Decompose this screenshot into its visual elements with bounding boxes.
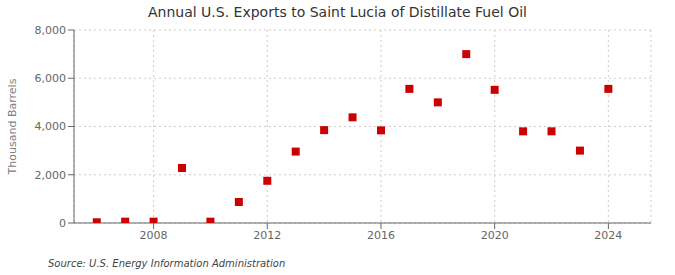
svg-text:8,000: 8,000 [35,24,67,37]
html-text:Annual U.S. Exports to Saint L: Annual U.S. Exports to Saint Lucia of Di… [148,4,527,20]
svg-text:4,000: 4,000 [35,120,67,133]
svg-text:2024: 2024 [594,229,622,242]
svg-text:2008: 2008 [140,229,168,242]
html-text:Source: U.S. Energy Informatio: Source: U.S. Energy Information Administ… [48,258,286,269]
svg-text:2020: 2020 [481,229,509,242]
svg-text:2012: 2012 [253,229,281,242]
svg-text:6,000: 6,000 [35,72,67,85]
svg-text:2016: 2016 [367,229,395,242]
svg-text:2,000: 2,000 [35,169,67,182]
svg-text:0: 0 [59,217,66,230]
svg-text:Thousand Barrels: Thousand Barrels [8,78,19,175]
